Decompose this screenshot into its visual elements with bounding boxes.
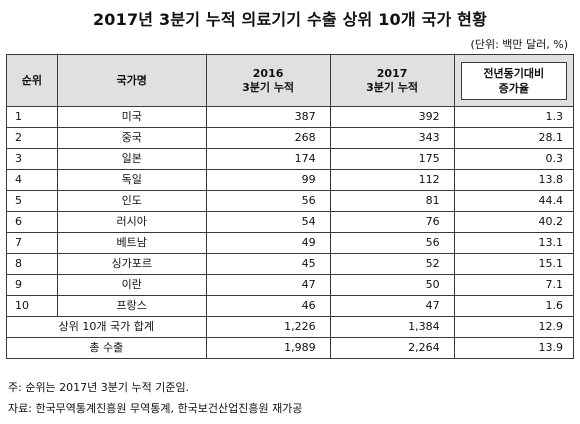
cell-rank: 7 <box>6 232 58 254</box>
cell-growth: 40.2 <box>453 211 575 233</box>
cell-rank: 6 <box>6 211 58 233</box>
table-row: 7 베트남 49 56 13.1 <box>6 232 575 254</box>
cell-2016: 387 <box>205 106 331 128</box>
cell-country: 인도 <box>56 190 207 212</box>
cell-2016: 56 <box>205 190 331 212</box>
export-table: 순위 국가명 2016 3분기 누적 2017 3분기 누적 전년동기대비 증가… <box>6 54 575 359</box>
footnote-ranking: 주: 순위는 2017년 3분기 누적 기준임. <box>8 381 190 394</box>
cell-rank: 8 <box>6 253 58 275</box>
summary-2017: 1,384 <box>329 316 455 338</box>
table-row: 6 러시아 54 76 40.2 <box>6 211 575 233</box>
summary-2017: 2,264 <box>329 337 455 359</box>
header-2016: 2016 3분기 누적 <box>205 54 331 107</box>
header-2016-year: 2016 <box>252 66 284 80</box>
header-growth: 전년동기대비 증가율 <box>453 54 575 107</box>
summary-label: 총 수출 <box>6 337 207 359</box>
cell-2017: 392 <box>329 106 455 128</box>
cell-growth: 0.3 <box>453 148 575 170</box>
cell-country: 싱가포르 <box>56 253 207 275</box>
header-growth-line2: 증가율 <box>498 81 529 95</box>
cell-2016: 45 <box>205 253 331 275</box>
header-2017-year: 2017 <box>376 66 408 80</box>
footnotes: 주: 순위는 2017년 3분기 누적 기준임. 자료: 한국무역통계진흥원 무… <box>8 377 302 419</box>
summary-row: 상위 10개 국가 합계 1,226 1,384 12.9 <box>6 316 575 338</box>
cell-2017: 112 <box>329 169 455 191</box>
cell-growth: 1.6 <box>453 295 575 317</box>
cell-rank: 1 <box>6 106 58 128</box>
cell-country: 프랑스 <box>56 295 207 317</box>
cell-2017: 81 <box>329 190 455 212</box>
summary-label: 상위 10개 국가 합계 <box>6 316 207 338</box>
cell-rank: 2 <box>6 127 58 149</box>
cell-2017: 52 <box>329 253 455 275</box>
cell-2016: 99 <box>205 169 331 191</box>
cell-growth: 13.1 <box>453 232 575 254</box>
cell-2017: 343 <box>329 127 455 149</box>
cell-rank: 4 <box>6 169 58 191</box>
header-rank: 순위 <box>6 54 58 107</box>
footnote-source: 자료: 한국무역통계진흥원 무역통계, 한국보건산업진흥원 재가공 <box>8 402 303 415</box>
table-row: 1 미국 387 392 1.3 <box>6 106 575 128</box>
summary-growth: 12.9 <box>453 316 575 338</box>
summary-2016: 1,226 <box>205 316 331 338</box>
table-row: 10 프랑스 46 47 1.6 <box>6 295 575 317</box>
table-row: 2 중국 268 343 28.1 <box>6 127 575 149</box>
table-row: 4 독일 99 112 13.8 <box>6 169 575 191</box>
header-2017: 2017 3분기 누적 <box>329 54 455 107</box>
summary-growth: 13.9 <box>453 337 575 359</box>
cell-2017: 50 <box>329 274 455 296</box>
cell-2017: 56 <box>329 232 455 254</box>
cell-country: 베트남 <box>56 232 207 254</box>
page-title: 2017년 3분기 누적 의료기기 수출 상위 10개 국가 현황 <box>92 10 488 29</box>
cell-rank: 5 <box>6 190 58 212</box>
cell-growth: 15.1 <box>453 253 575 275</box>
unit-label: (단위: 백만 달러, %) <box>470 38 568 51</box>
table-row: 8 싱가포르 45 52 15.1 <box>6 253 575 275</box>
cell-rank: 10 <box>6 295 58 317</box>
cell-2017: 47 <box>329 295 455 317</box>
cell-2016: 174 <box>205 148 331 170</box>
table-body: 1 미국 387 392 1.3 2 중국 268 343 28.1 3 일본 174 175 0.3 4 독일… <box>6 106 575 359</box>
header-2017-period: 3분기 누적 <box>366 80 419 94</box>
header-growth-box: 전년동기대비 증가율 <box>460 61 567 100</box>
header-2016-period: 3분기 누적 <box>242 80 295 94</box>
cell-growth: 44.4 <box>453 190 575 212</box>
cell-country: 일본 <box>56 148 207 170</box>
cell-country: 중국 <box>56 127 207 149</box>
header-growth-line1: 전년동기대비 <box>483 66 545 80</box>
summary-2016: 1,989 <box>205 337 331 359</box>
cell-country: 러시아 <box>56 211 207 233</box>
cell-2016: 49 <box>205 232 331 254</box>
table-header-row: 순위 국가명 2016 3분기 누적 2017 3분기 누적 전년동기대비 증가… <box>6 54 575 107</box>
table-row: 5 인도 56 81 44.4 <box>6 190 575 212</box>
cell-2016: 268 <box>205 127 331 149</box>
cell-growth: 28.1 <box>453 127 575 149</box>
summary-row: 총 수출 1,989 2,264 13.9 <box>6 337 575 359</box>
cell-2016: 47 <box>205 274 331 296</box>
cell-country: 독일 <box>56 169 207 191</box>
table-row: 3 일본 174 175 0.3 <box>6 148 575 170</box>
cell-2017: 76 <box>329 211 455 233</box>
cell-country: 미국 <box>56 106 207 128</box>
cell-2017: 175 <box>329 148 455 170</box>
cell-rank: 3 <box>6 148 58 170</box>
cell-2016: 54 <box>205 211 331 233</box>
cell-growth: 13.8 <box>453 169 575 191</box>
cell-rank: 9 <box>6 274 58 296</box>
cell-2016: 46 <box>205 295 331 317</box>
table-row: 9 이란 47 50 7.1 <box>6 274 575 296</box>
cell-growth: 1.3 <box>453 106 575 128</box>
cell-country: 이란 <box>56 274 207 296</box>
header-country: 국가명 <box>56 54 207 107</box>
cell-growth: 7.1 <box>453 274 575 296</box>
